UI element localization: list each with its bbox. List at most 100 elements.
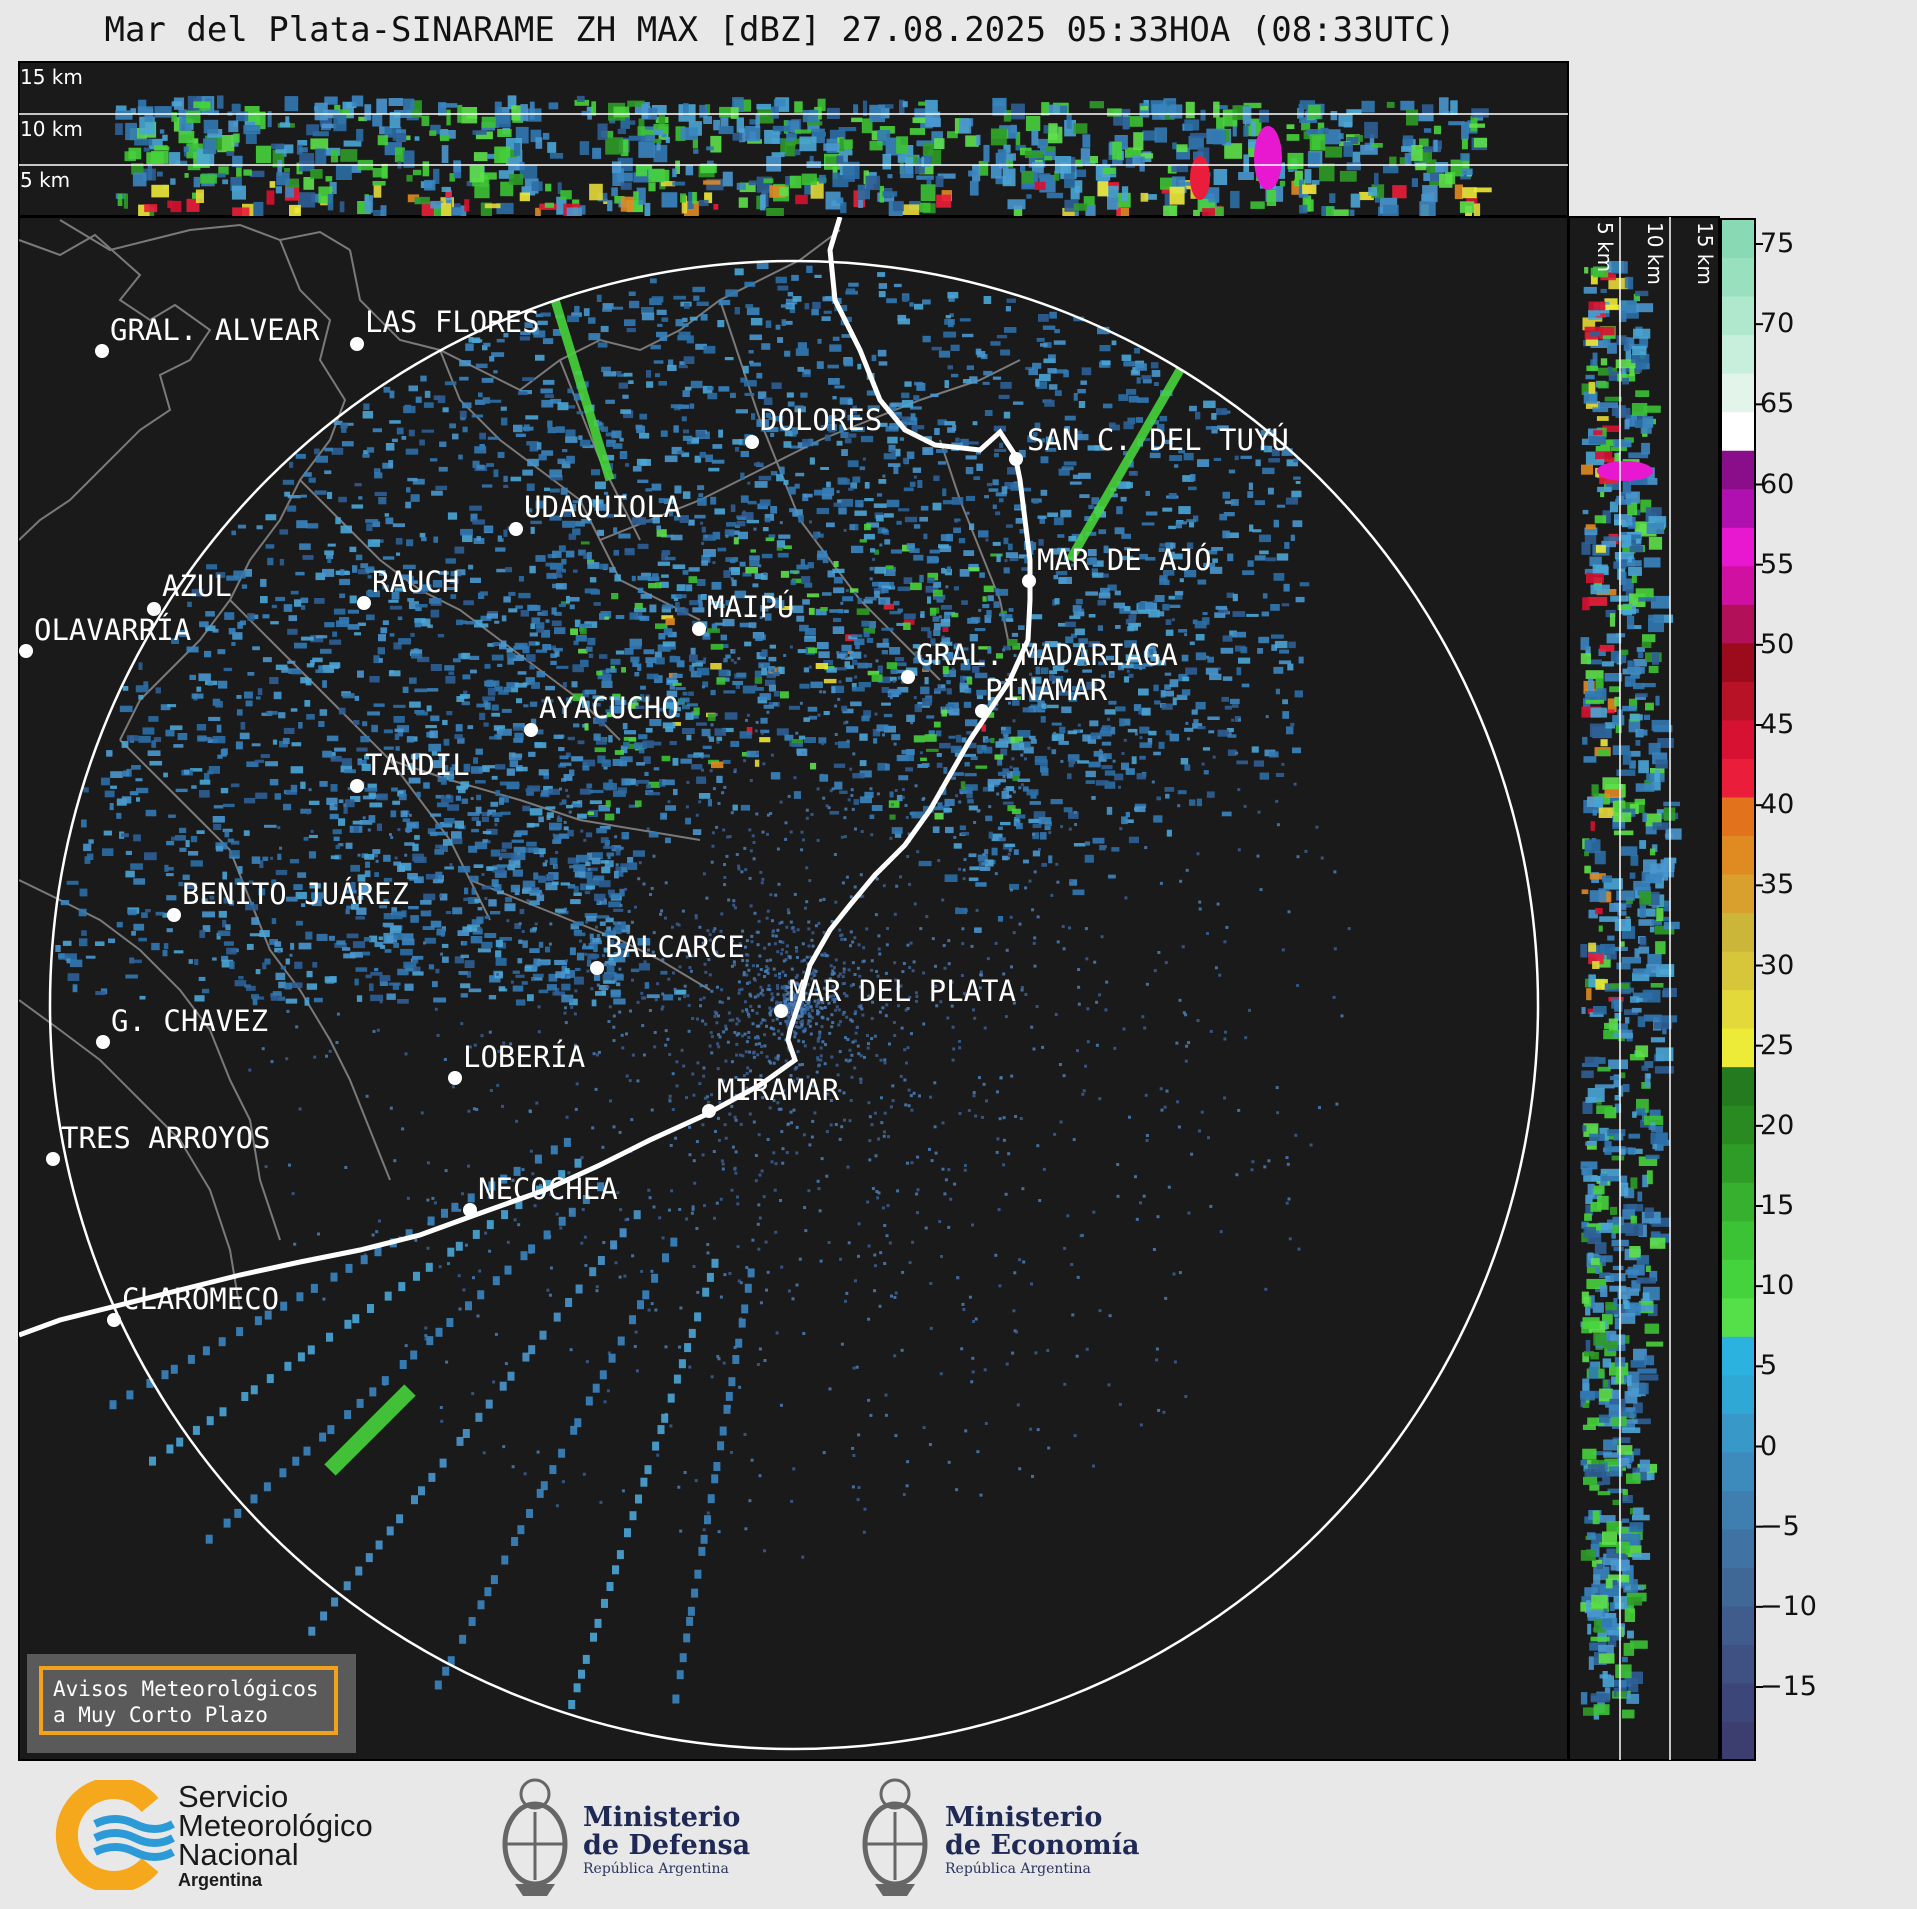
top-cross-section-echoes [115,95,1492,225]
defensa-seal-icon [502,1778,568,1896]
city-label: TANDIL [365,748,470,782]
city-label: G. CHAVEZ [111,1004,268,1038]
colorbar-segment [1721,873,1755,914]
colorbar-tick-label: 35 [1760,869,1795,901]
colorbar-tick-label: 45 [1760,709,1795,740]
city-label: LAS FLORES [365,305,540,339]
colorbar-tick-label: 25 [1760,1029,1795,1061]
city-label: RAUCH [372,565,459,599]
colorbar-segment [1721,1490,1755,1530]
smn-logo-icon [55,1780,175,1890]
colorbar-tick-label: 75 [1760,228,1795,259]
colorbar-segment [1721,1451,1755,1491]
coastline [19,217,1033,1338]
city-dot [96,1035,110,1049]
colorbar-segment [1721,257,1755,297]
colorbar-segment [1721,835,1755,875]
colorbar-tick-label: 30 [1760,949,1795,981]
economia-text: Ministerio de Economía República Argenti… [945,1802,1140,1878]
side-cross-section-panel: 5 km 10 km 15 km [1568,216,1720,1761]
chart-title: Mar del Plata-SINARAME ZH MAX [dBZ] 27.0… [104,10,1456,50]
colorbar-tick-label: 55 [1760,548,1795,580]
city-label: AYACUCHO [539,691,679,725]
colorbar-segment [1721,989,1755,1029]
colorbar-segment [1721,1336,1755,1376]
city-dot [1022,574,1036,588]
colorbar-segment [1721,1028,1755,1068]
city-dot [524,723,538,737]
city-label: NECOCHEA [478,1172,618,1206]
colorbar-segment [1721,1374,1755,1414]
colorbar-segment [1721,1220,1755,1260]
city-dot [107,1313,121,1327]
colorbar-tick-label: −15 [1760,1671,1817,1702]
city-label: MIRAMAR [717,1073,840,1107]
city-dot [46,1152,60,1166]
city-dot [702,1104,716,1118]
colorbar-segment [1721,219,1755,259]
city-dot [901,670,915,684]
city-label: BALCARCE [605,930,745,964]
colorbar-segment [1721,912,1755,952]
colorbar-segment [1721,950,1755,991]
colorbar-segment [1721,565,1755,605]
economia-seal-icon [862,1778,928,1896]
colorbar-segment [1721,1682,1755,1723]
colorbar-tick-label: 70 [1760,308,1795,340]
colorbar-tick-label: 10 [1760,1270,1795,1302]
city-dot [774,1004,788,1018]
colorbar-segment [1721,642,1755,682]
colorbar-tick-label: 15 [1760,1190,1795,1221]
colorbar-tick-label: −5 [1760,1510,1800,1542]
top-cross-section-panel: 15 km 10 km 5 km [18,61,1569,225]
side-alt-label-5: 5 km [1593,222,1617,272]
colorbar-segment [1721,1066,1755,1106]
colorbar-tick-label: 0 [1760,1430,1778,1462]
city-label: BENITO JUÁREZ [182,877,409,911]
colorbar-segment [1721,604,1755,644]
avisos-link[interactable]: Avisos Meteorológicos a Muy Corto Plazo [39,1666,338,1735]
city-dot [745,435,759,449]
radar-range-ring [48,259,1540,1751]
colorbar-segment [1721,1182,1755,1222]
avisos-line1: Avisos Meteorológicos [53,1677,319,1701]
city-label: DOLORES [760,403,882,437]
city-dot [463,1203,477,1217]
top-alt-label-10: 10 km [20,117,83,141]
city-dot [350,779,364,793]
colorbar-tick-label: 50 [1760,628,1795,660]
city-label: GRAL. MADARIAGA [916,638,1178,672]
city-dot [975,704,989,718]
colorbar-tick-label: 60 [1760,468,1795,500]
colorbar-segment [1721,1413,1755,1453]
colorbar-segment [1721,334,1755,374]
city-dot [448,1071,462,1085]
city-label: MAR DE AJÓ [1037,543,1212,577]
colorbar-segment [1721,681,1755,721]
colorbar [1720,218,1763,1761]
colorbar-segment [1721,1143,1755,1183]
city-dot [350,337,364,351]
city-label: TRES ARROYOS [61,1121,271,1155]
top-alt-label-5: 5 km [20,168,70,192]
city-label: OLAVARRÍA [34,613,191,647]
colorbar-tick-label: 65 [1760,388,1795,420]
top-alt-label-15: 15 km [20,65,83,89]
colorbar-segment [1721,1528,1755,1568]
avisos-box[interactable]: Avisos Meteorológicos a Muy Corto Plazo [27,1654,356,1753]
city-label: UDAQUIOLA [524,490,681,524]
city-label: PINAMAR [985,673,1108,707]
colorbar-tick-label: 20 [1760,1109,1795,1141]
colorbar-tick-label: −10 [1760,1590,1817,1622]
colorbar-segment [1721,450,1755,490]
colorbar-segment [1721,796,1755,836]
colorbar-segment [1721,1297,1755,1337]
colorbar-segment [1721,719,1755,759]
city-dot [357,596,371,610]
colorbar-segment [1721,488,1755,528]
radar-map-panel: GRAL. ALVEAR LAS FLORES DOLORES SAN C. DEL … [18,216,1569,1761]
city-label: AZUL [162,569,232,603]
city-label: SAN C. DEL TUYÚ [1027,423,1289,457]
city-label: GRAL. ALVEAR [110,313,320,347]
